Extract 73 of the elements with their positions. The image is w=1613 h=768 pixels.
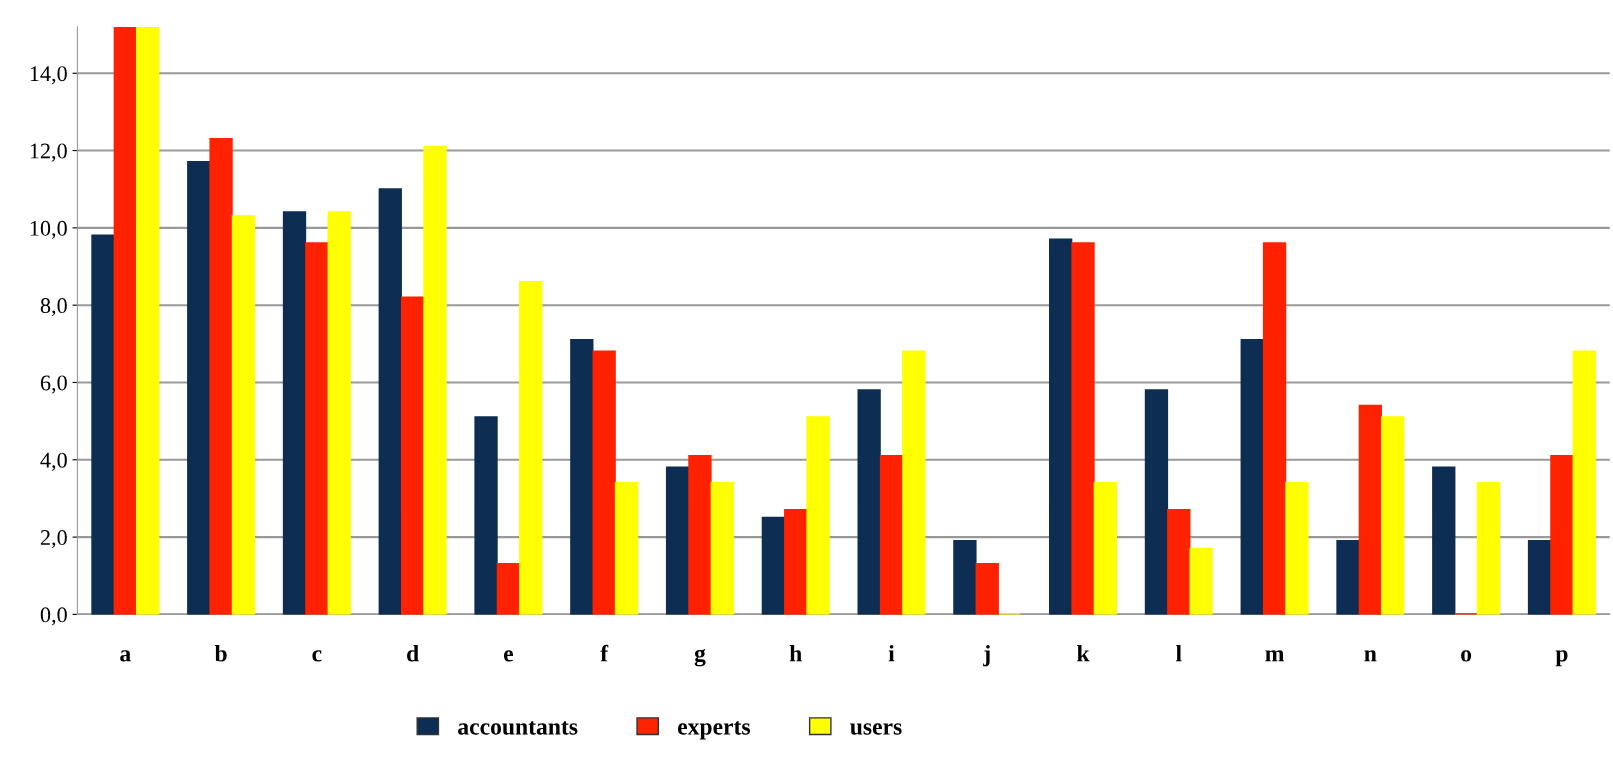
- bar: [806, 416, 830, 615]
- y-tick-label: 6,0: [40, 375, 67, 394]
- bar: [327, 211, 351, 615]
- bar: [519, 280, 543, 615]
- y-tick-label: 12,0: [30, 143, 67, 162]
- x-tick-label: o: [1461, 650, 1472, 662]
- x-tick-label: d: [407, 644, 419, 662]
- bar: [784, 509, 808, 615]
- x-tick-label: g: [694, 649, 706, 667]
- bar: [1432, 466, 1456, 615]
- bar: [1167, 509, 1191, 615]
- bar: [209, 137, 233, 615]
- bar: [1550, 454, 1574, 615]
- bar: [902, 350, 926, 615]
- bar: [1285, 481, 1309, 615]
- bar: [1144, 389, 1169, 615]
- y-tick-label: 8,0: [40, 298, 67, 317]
- bar: [1476, 481, 1501, 615]
- bar: [1572, 350, 1596, 615]
- x-tick-label: p: [1555, 650, 1568, 667]
- bar: [113, 26, 137, 615]
- x-tick-label: k: [1077, 644, 1090, 662]
- bar: [1381, 416, 1405, 615]
- y-tick-label: 4,0: [40, 452, 67, 471]
- bar: [1189, 547, 1213, 615]
- bar: [187, 161, 211, 615]
- x-tick-label: i: [888, 644, 895, 662]
- bar: [614, 481, 639, 615]
- bar: [91, 234, 115, 615]
- bar: [857, 389, 881, 615]
- x-tick-label: l: [1175, 644, 1182, 662]
- x-tick-label: n: [1364, 650, 1377, 662]
- bar: [879, 454, 904, 615]
- bar: [710, 481, 734, 615]
- bar: [761, 516, 786, 615]
- y-tick-label: 2,0: [40, 530, 67, 549]
- x-tick-label: h: [789, 644, 802, 662]
- bar: [231, 215, 256, 615]
- bar: [975, 563, 999, 615]
- bar: [1358, 404, 1382, 615]
- x-tick-label: j: [983, 644, 990, 667]
- bar: [474, 416, 498, 615]
- bar: [496, 563, 521, 615]
- x-tick-label: a: [120, 650, 131, 662]
- bar: [570, 338, 594, 615]
- x-tick-label: e: [503, 650, 514, 662]
- bar: [305, 242, 329, 615]
- bar: [665, 466, 690, 615]
- bar: [282, 211, 307, 615]
- bar: [688, 454, 712, 615]
- bar: [1093, 481, 1118, 615]
- y-tick-label: 0,0: [40, 607, 67, 626]
- bar: [1527, 539, 1552, 615]
- bar: [136, 26, 160, 615]
- x-tick-label: b: [214, 644, 227, 662]
- bar: [1049, 238, 1073, 615]
- bar: [423, 145, 447, 615]
- legend-label: accountants: [458, 721, 578, 735]
- bar: [400, 296, 425, 615]
- x-tick-label: c: [312, 650, 322, 662]
- bar: [378, 188, 402, 615]
- legend-label: users: [850, 723, 902, 735]
- bar: [1071, 242, 1095, 615]
- bar: [953, 539, 977, 615]
- x-tick-label: f: [600, 644, 609, 662]
- y-tick-label: 10,0: [30, 220, 67, 239]
- bar: [1240, 338, 1264, 615]
- bar: [1262, 242, 1287, 615]
- x-tick-label: m: [1265, 650, 1284, 662]
- bar: [1336, 539, 1360, 615]
- legend-label: experts: [677, 721, 751, 740]
- y-tick-label: 14,0: [30, 66, 67, 85]
- bar: [592, 350, 616, 615]
